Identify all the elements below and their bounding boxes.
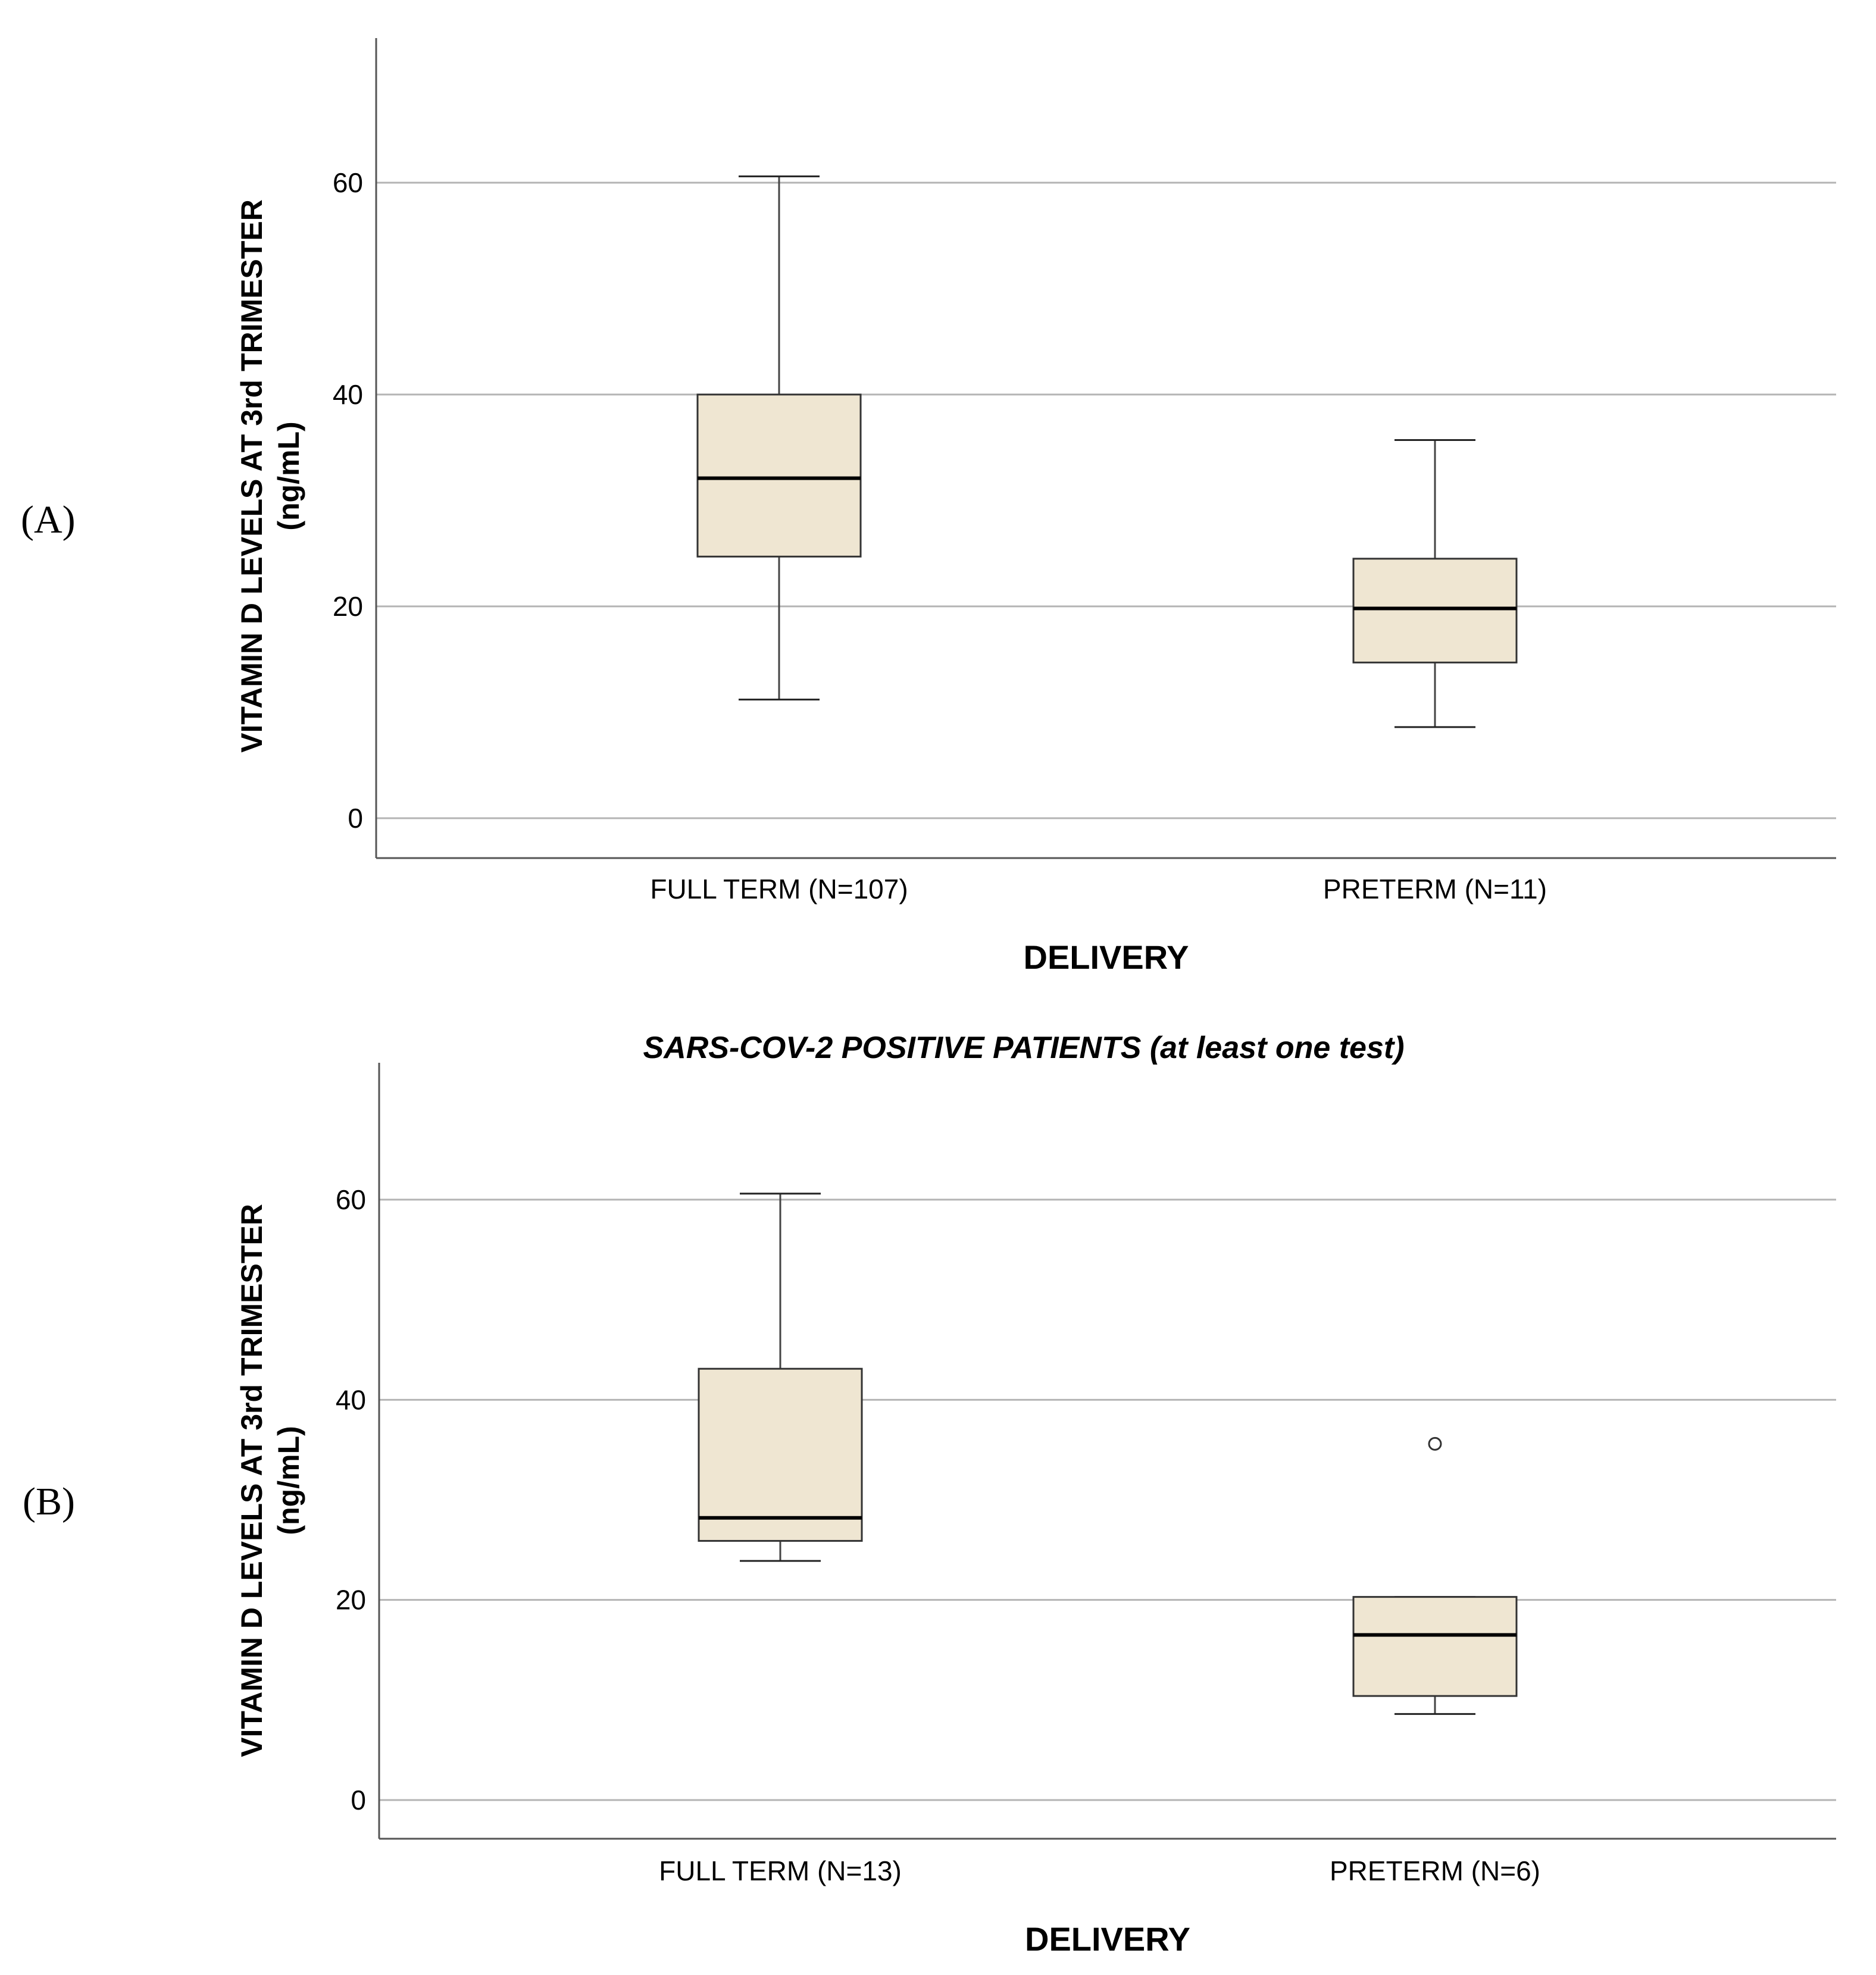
y-axis-unit: (ng/mL) xyxy=(272,1426,305,1535)
y-tick-label: 0 xyxy=(348,803,363,834)
iqr-box xyxy=(1352,1596,1518,1697)
outlier-point xyxy=(1428,1436,1442,1451)
x-category-label: FULL TERM (N=13) xyxy=(659,1855,902,1886)
iqr-box xyxy=(698,1367,863,1542)
y-axis-title: VITAMIN D LEVELS AT 3rd TRIMESTER xyxy=(235,1204,268,1757)
chart-panel-a: 0 20 40 60 FULL TERM (N=107) PRETERM (N=11) DE… xyxy=(21,38,1836,976)
y-tick-label: 60 xyxy=(336,1184,366,1215)
y-tick-label: 60 xyxy=(333,167,363,198)
iqr-box xyxy=(696,393,862,558)
x-axis-title: DELIVERY xyxy=(1025,1920,1190,1958)
chart-title: SARS-COV-2 POSITIVE PATIENTS (at least o… xyxy=(643,1031,1404,1065)
x-category-label: FULL TERM (N=107) xyxy=(650,874,908,904)
box-preterm xyxy=(1352,439,1518,728)
panel-letter: (B) xyxy=(23,1480,75,1523)
y-axis-title: VITAMIN D LEVELS AT 3rd TRIMESTER xyxy=(235,199,268,753)
x-category-label: PRETERM (N=11) xyxy=(1323,874,1547,904)
x-category-label: PRETERM (N=6) xyxy=(1330,1855,1540,1886)
y-tick-label: 40 xyxy=(336,1384,366,1415)
y-tick-label: 0 xyxy=(351,1785,366,1816)
iqr-box xyxy=(1352,558,1518,663)
panel-letter: (A) xyxy=(21,498,76,542)
box-full-term xyxy=(698,1192,863,1562)
box-full-term xyxy=(696,175,862,701)
y-tick-label: 40 xyxy=(333,379,363,410)
box-preterm xyxy=(1352,1436,1518,1715)
x-axis-title: DELIVERY xyxy=(1024,938,1189,976)
chart-panel-b: 0 20 40 60 FULL TERM (N=13) PRETERM (N=6) DELI… xyxy=(23,1031,1836,1958)
y-tick-label: 20 xyxy=(336,1585,366,1616)
y-tick-label: 20 xyxy=(333,591,363,622)
y-axis-unit: (ng/mL) xyxy=(272,421,305,530)
